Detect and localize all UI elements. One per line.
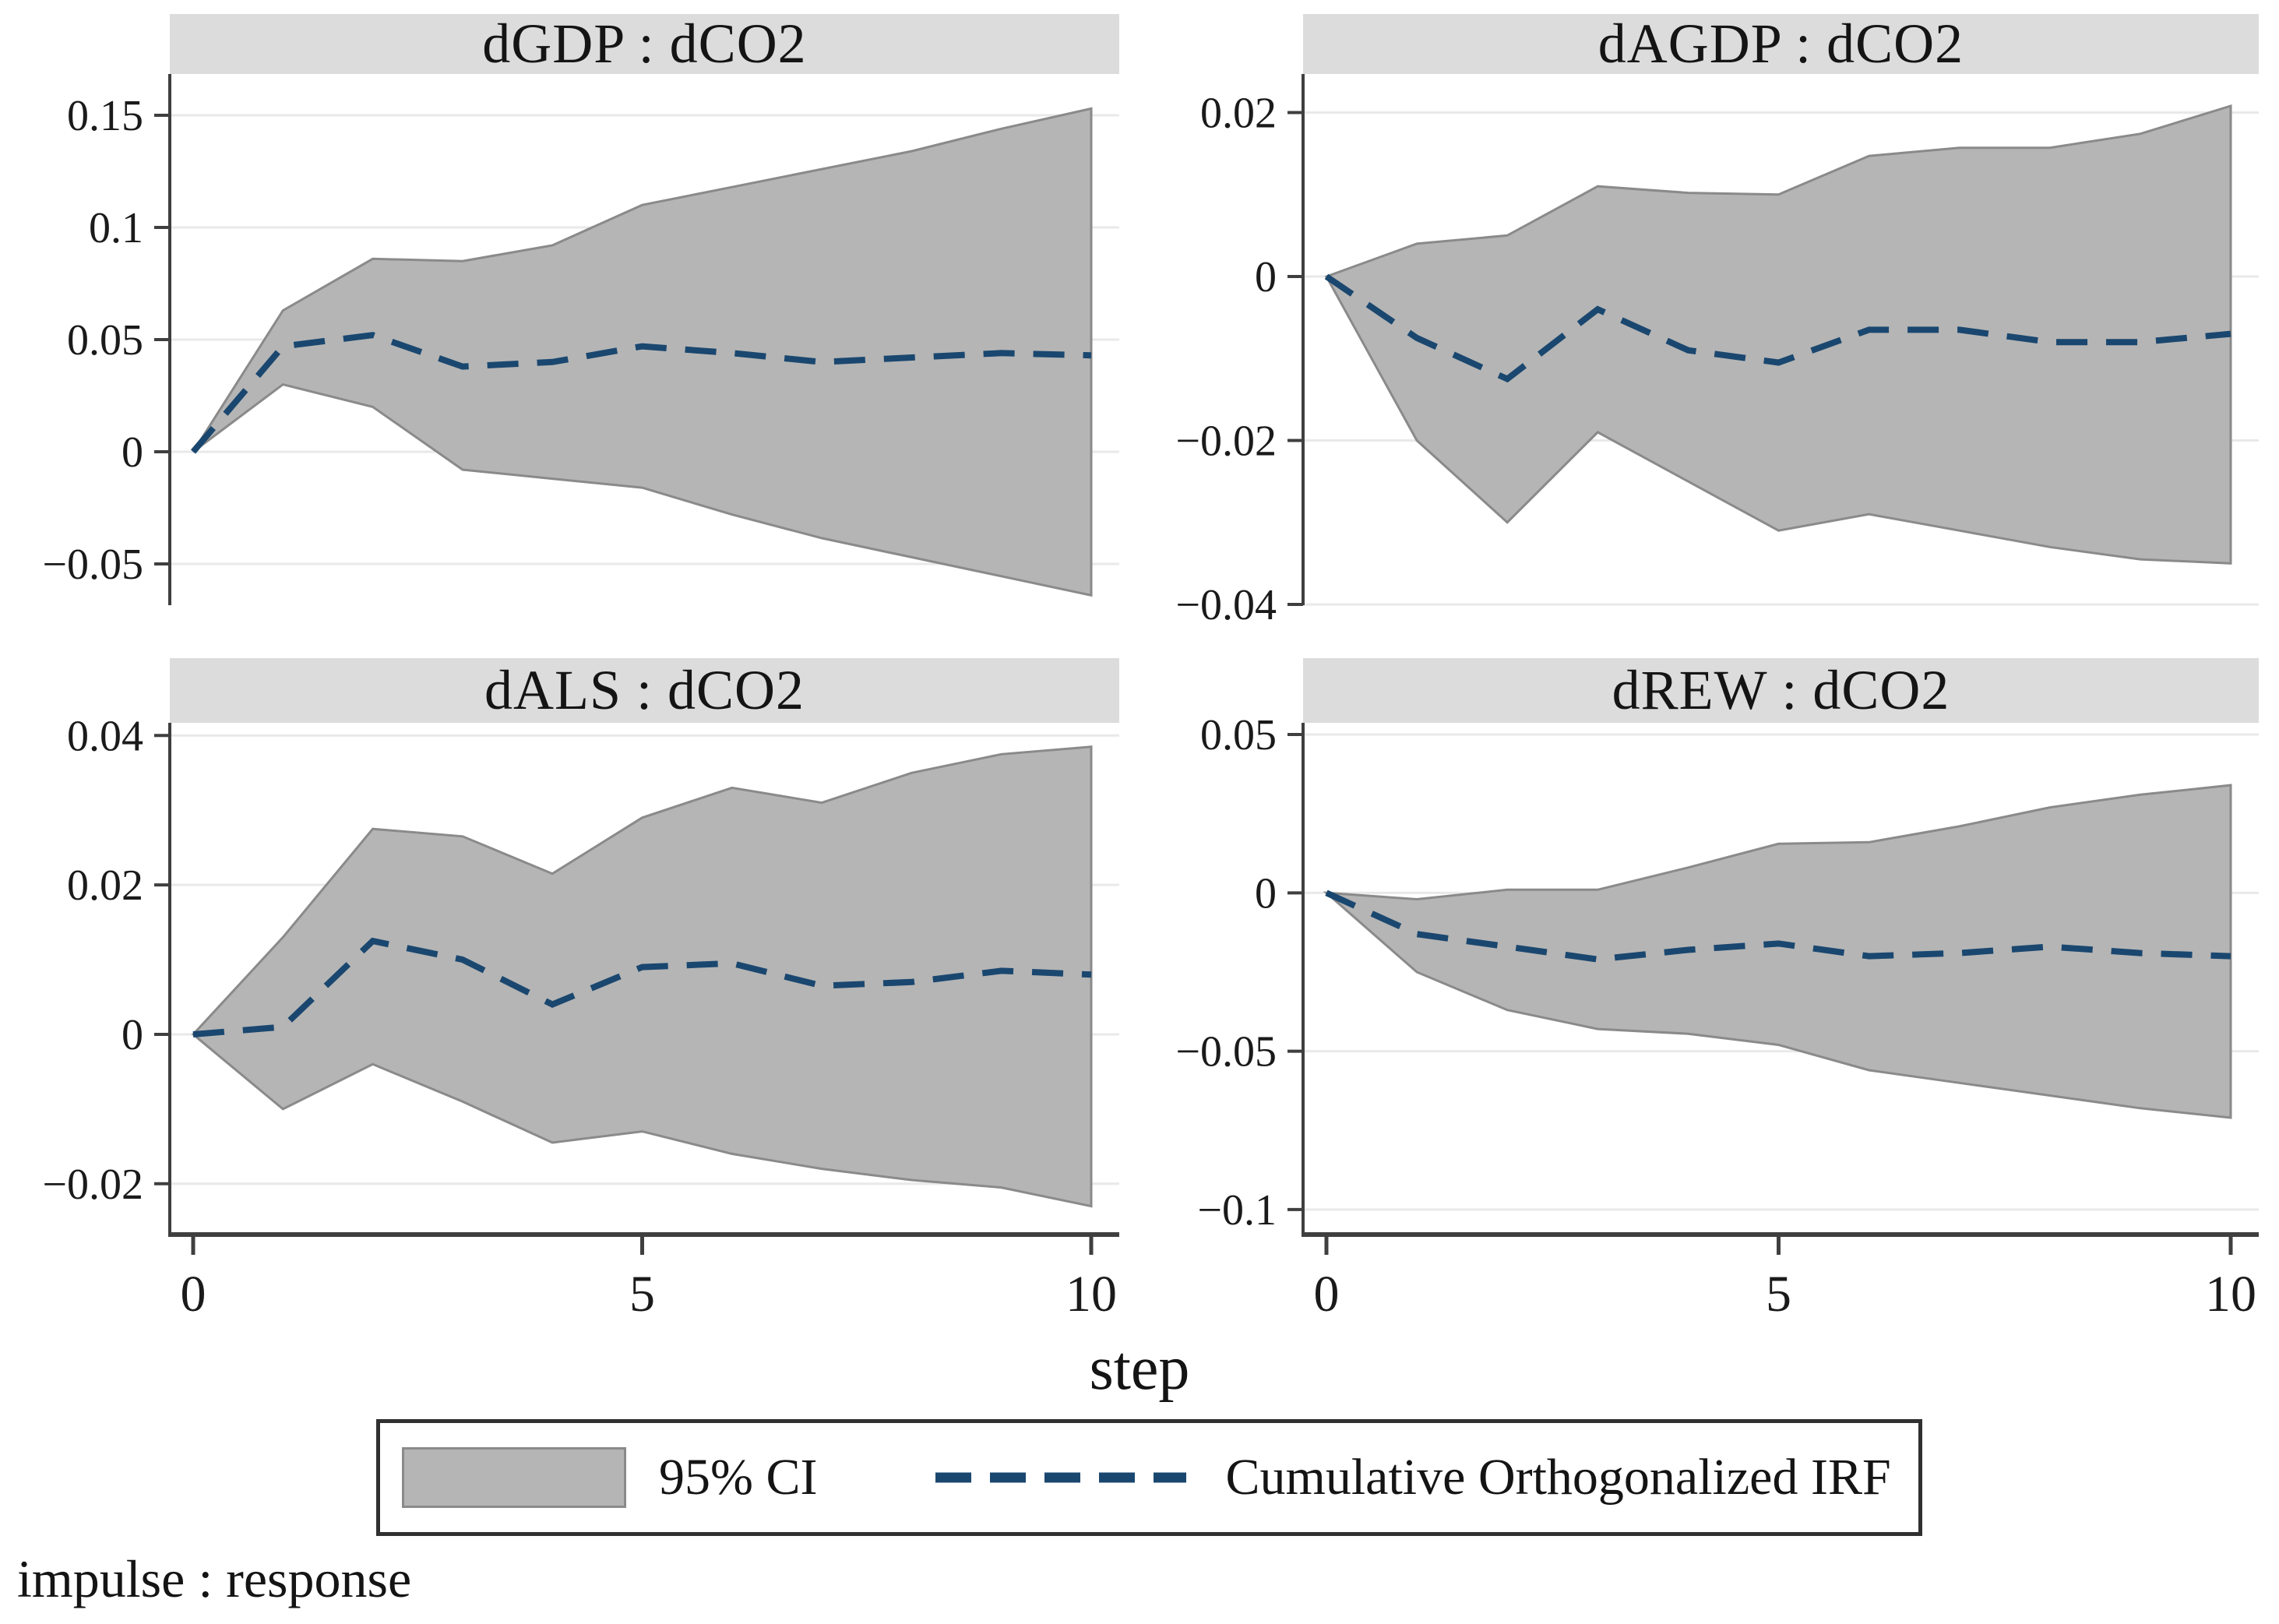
y-tick-label: −0.05 xyxy=(42,541,143,589)
y-tick-label: 0 xyxy=(1255,869,1277,918)
ci-swatch xyxy=(402,1447,626,1508)
irf-line xyxy=(1325,890,2231,963)
ci-area xyxy=(1323,784,2232,1119)
irf-line xyxy=(190,332,1092,454)
y-tick-label: 0.02 xyxy=(67,861,143,910)
panel-plot-1: 0.02 0 −0.02 −0.04 xyxy=(1175,74,2259,629)
x-tick-label: 0 xyxy=(1314,1266,1340,1323)
ci-legend-label: 95% CI xyxy=(659,1449,818,1506)
panel-plot-2: 0.04 0.02 0 −0.02 0 5 10 xyxy=(42,712,1119,1323)
y-tick-label: 0 xyxy=(1255,253,1277,301)
x-tick-label: 10 xyxy=(1066,1266,1117,1323)
y-tick-label: −0.1 xyxy=(1197,1186,1277,1235)
irf-line xyxy=(1324,273,2231,383)
y-tick-label: 0.05 xyxy=(1200,711,1277,759)
y-tick-label: 0 xyxy=(122,1011,143,1059)
panel-plot-3: 0.05 0 −0.05 −0.1 0 5 10 xyxy=(1175,711,2259,1323)
y-tick-label: 0.15 xyxy=(67,92,143,140)
ci-area xyxy=(1324,104,2232,565)
legend: 95% CI Cumulative Orthogonalized IRF xyxy=(376,1419,1922,1536)
x-tick-label: 0 xyxy=(181,1266,206,1323)
panel-title-dagdp-dco2: dAGDP : dCO2 xyxy=(1303,12,2259,75)
ci-area xyxy=(192,107,1093,597)
x-axis-label: step xyxy=(1089,1334,1190,1403)
y-tick-label: 0.05 xyxy=(67,316,143,365)
y-tick-label: 0.02 xyxy=(1200,89,1277,137)
y-tick-label: −0.02 xyxy=(1175,417,1277,465)
x-tick-label: 5 xyxy=(1766,1266,1791,1323)
irf-legend-label: Cumulative Orthogonalized IRF xyxy=(1225,1449,1891,1506)
panel-title-dgdp-dco2: dGDP : dCO2 xyxy=(170,12,1119,75)
y-tick-label: 0.04 xyxy=(67,712,143,760)
y-tick-label: −0.05 xyxy=(1175,1028,1277,1076)
ci-area xyxy=(191,745,1093,1208)
y-tick-label: 0 xyxy=(122,428,143,477)
x-tick-label: 5 xyxy=(629,1266,655,1323)
irf-line xyxy=(192,937,1092,1037)
y-tick-label: 0.1 xyxy=(89,204,143,252)
x-tick-label: 10 xyxy=(2205,1266,2256,1323)
impulse-response-note: impulse : response xyxy=(17,1549,412,1608)
irf-dash-sample-icon xyxy=(935,1472,1187,1483)
panel-title-dals-dco2: dALS : dCO2 xyxy=(170,658,1119,723)
panel-plot-0: 0.15 0.1 0.05 0 −0.05 xyxy=(42,74,1119,605)
panel-title-drew-dco2: dREW : dCO2 xyxy=(1303,658,2259,723)
y-tick-label: −0.04 xyxy=(1175,581,1277,629)
y-tick-label: −0.02 xyxy=(42,1161,143,1209)
